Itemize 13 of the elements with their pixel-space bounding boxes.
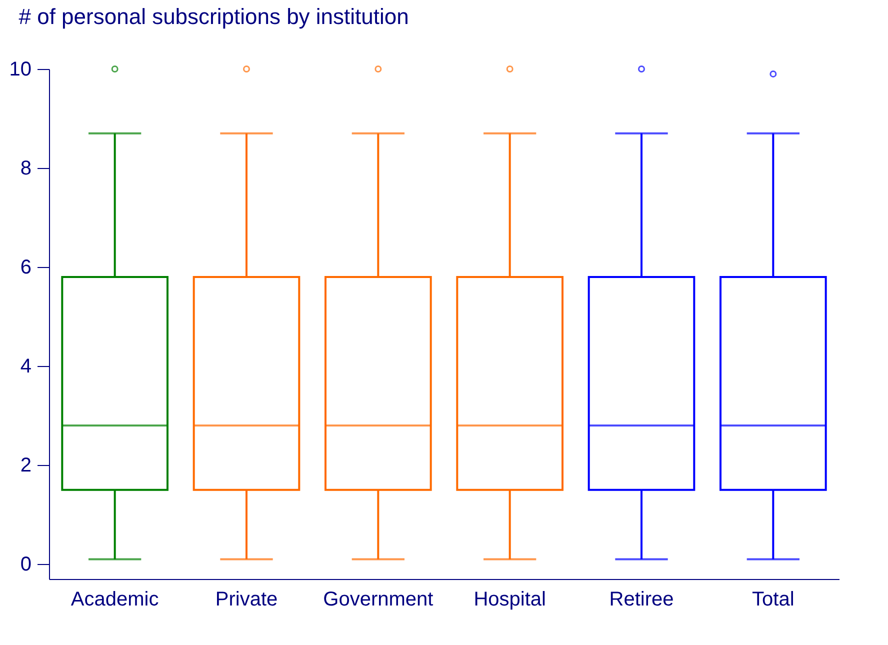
y-tick-label: 0 bbox=[20, 554, 32, 576]
y-tick-label: 8 bbox=[20, 158, 32, 180]
x-tick-label: Retiree bbox=[609, 588, 674, 610]
y-tick-label: 2 bbox=[20, 454, 32, 477]
x-tick-label: Total bbox=[752, 588, 794, 610]
chart-title: # of personal subscriptions by institution bbox=[18, 4, 409, 29]
x-tick-label: Private bbox=[215, 588, 278, 610]
x-tick-label: Hospital bbox=[474, 588, 546, 610]
x-tick-label: Academic bbox=[70, 588, 159, 610]
x-tick-label: Government bbox=[323, 588, 434, 610]
y-tick-label: 6 bbox=[20, 256, 32, 279]
y-tick-label: 10 bbox=[9, 58, 32, 80]
y-tick-label: 4 bbox=[20, 356, 32, 378]
